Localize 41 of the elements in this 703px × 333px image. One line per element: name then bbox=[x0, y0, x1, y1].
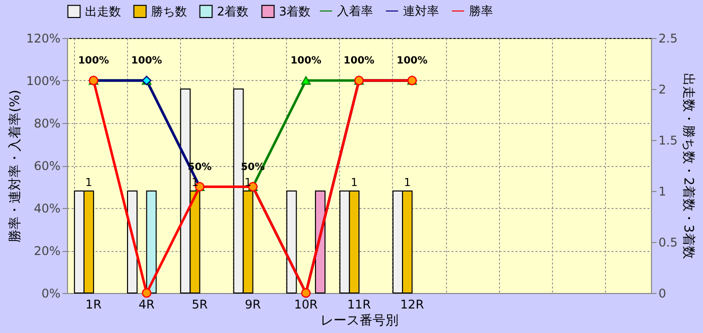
x-axis-title: レース番号別 bbox=[320, 314, 398, 328]
data-label: 100% bbox=[396, 56, 428, 66]
y-tick-label: 40% bbox=[34, 202, 60, 216]
x-tick-label: 9R bbox=[244, 298, 261, 312]
y-tick-label: 80% bbox=[34, 116, 60, 130]
x-tick-label: 10R bbox=[294, 298, 318, 312]
y-tick-label: 0% bbox=[41, 286, 60, 300]
y-axis-title: 勝率・連対率・入着率(%) bbox=[7, 90, 24, 242]
point bbox=[142, 288, 152, 298]
legend-label: 勝ち数 bbox=[151, 4, 187, 18]
legend-label: 3着数 bbox=[279, 4, 311, 18]
data-label: 1 bbox=[85, 176, 92, 189]
data-label: 100% bbox=[290, 56, 322, 66]
y2-tick-label: 2.5 bbox=[658, 32, 678, 46]
y2-tick-label: 0.5 bbox=[658, 236, 678, 250]
y2-tick-label: 1 bbox=[658, 184, 666, 198]
y2-tick-label: 1.5 bbox=[658, 134, 678, 148]
legend-label: 連対率 bbox=[403, 4, 439, 18]
data-label: 1 bbox=[404, 176, 411, 189]
y-tick-label: 60% bbox=[34, 159, 60, 173]
x-tick-label: 4R bbox=[138, 298, 155, 312]
y2-axis-title: 出走数・勝ち数・2着数・3着数 bbox=[680, 73, 697, 259]
legend-label: 勝率 bbox=[469, 4, 493, 18]
y-tick-label: 100% bbox=[26, 74, 60, 88]
x-tick-label: 11R bbox=[347, 298, 371, 312]
y-tick-label: 20% bbox=[34, 244, 60, 258]
x-tick-label: 5R bbox=[192, 298, 208, 312]
y2-tick-label: 2 bbox=[658, 82, 666, 96]
legend-label: 入着率 bbox=[337, 4, 373, 18]
legend-label: 2着数 bbox=[217, 4, 249, 18]
data-label: 100% bbox=[131, 56, 162, 66]
data-label: 100% bbox=[78, 56, 109, 66]
y2-tick-label: 0 bbox=[658, 286, 666, 300]
y-tick-label: 120% bbox=[26, 32, 60, 46]
point bbox=[301, 76, 311, 85]
data-label: 1 bbox=[244, 176, 252, 189]
data-label: 1 bbox=[350, 176, 358, 189]
x-tick-label: 12R bbox=[400, 298, 424, 312]
data-label: 100% bbox=[344, 56, 374, 66]
legend-label: 出走数 bbox=[85, 4, 121, 18]
x-tick-label: 1R bbox=[86, 298, 102, 312]
